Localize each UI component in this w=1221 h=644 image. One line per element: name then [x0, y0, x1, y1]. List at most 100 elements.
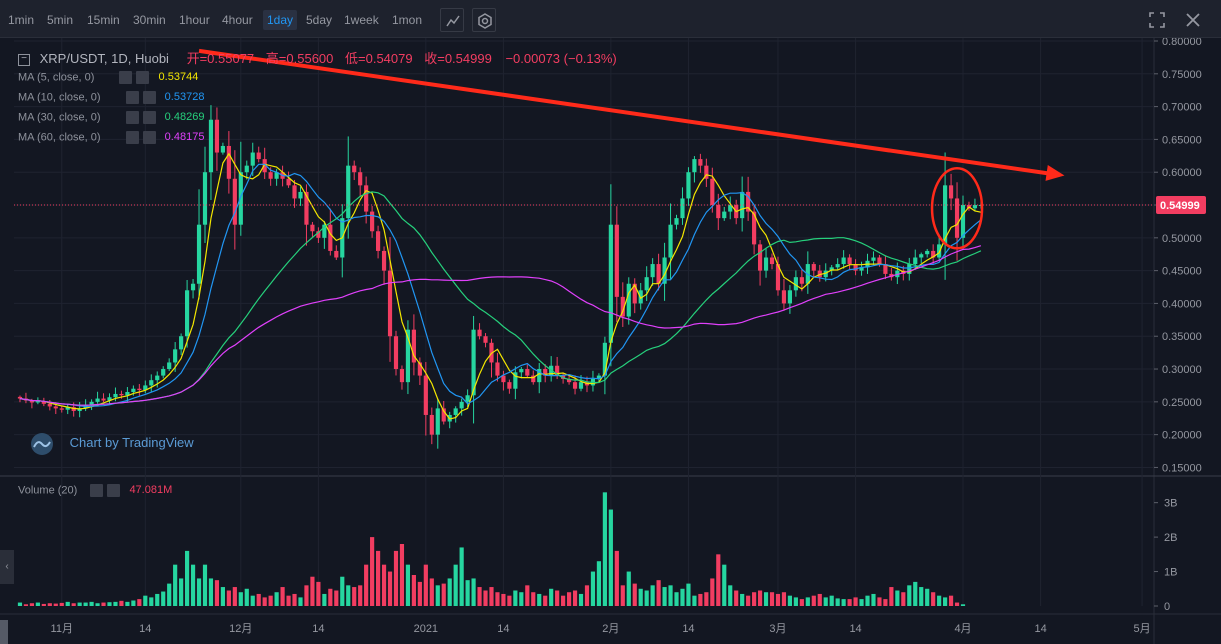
- candle-body: [752, 211, 757, 245]
- ma30-settings-icon[interactable]: [125, 111, 139, 124]
- candle-body: [387, 270, 393, 337]
- tf-1hour[interactable]: 1hour: [179, 13, 210, 27]
- candle-body: [823, 270, 828, 278]
- candle-body: [256, 152, 261, 160]
- watermark-text: Chart by TradingView: [69, 435, 194, 451]
- volume-bar: [596, 561, 602, 606]
- ma60-settings-icon[interactable]: [125, 131, 139, 144]
- tf-4hour[interactable]: 4hour: [222, 13, 253, 27]
- time-tick-label: 14: [497, 623, 509, 635]
- volume-bar: [650, 585, 655, 606]
- last-price-badge: [1156, 196, 1206, 215]
- tf-1mon[interactable]: 1mon: [392, 13, 423, 27]
- open-value: 开=0.55077: [186, 51, 255, 66]
- candle-body: [877, 257, 882, 265]
- candle-body: [811, 264, 816, 271]
- ma5-close-icon[interactable]: [136, 71, 150, 84]
- volume-bar: [644, 590, 649, 606]
- volume-bar: [662, 587, 667, 606]
- timeframe-toolbar: 1min 5min 15min 30min 1hour 4hour 1day 5…: [0, 0, 1221, 38]
- tf-5min[interactable]: 5min: [47, 13, 74, 27]
- ma5-label: MA (5, close, 0): [18, 71, 95, 84]
- trend-arrow-line: [198, 48, 1053, 176]
- candle-body: [214, 119, 220, 153]
- volume-bar: [23, 604, 29, 606]
- candle-body: [41, 401, 46, 404]
- candle-body: [95, 398, 100, 402]
- candle-body: [578, 382, 584, 389]
- tf-1day[interactable]: 1day: [263, 10, 298, 30]
- candle-body: [352, 165, 357, 173]
- candle-body: [119, 393, 124, 396]
- candle-body: [596, 375, 602, 379]
- tf-1min[interactable]: 1min: [8, 13, 35, 27]
- tf-5day[interactable]: 5day: [306, 13, 333, 27]
- ma5-settings-icon[interactable]: [119, 71, 133, 84]
- volume-bar: [787, 595, 793, 606]
- candle-body: [507, 382, 512, 389]
- candle-body: [322, 224, 327, 238]
- volume-bar: [149, 597, 154, 606]
- volume-bar: [913, 581, 918, 606]
- volume-bar: [447, 578, 452, 606]
- collapse-panel-button[interactable]: ‹: [0, 550, 14, 584]
- volume-bar: [578, 593, 584, 606]
- volume-bar: [220, 587, 225, 606]
- volume-bar: [925, 588, 930, 606]
- close-value: 收=0.54999: [424, 51, 492, 66]
- candle-body: [465, 395, 470, 402]
- volume-bar: [698, 593, 703, 606]
- candle-body: [417, 362, 422, 376]
- volume-bar: [226, 590, 231, 606]
- candle-body: [799, 277, 804, 284]
- ma30-close-icon[interactable]: [142, 111, 156, 124]
- tf-15min[interactable]: 15min: [87, 13, 120, 27]
- close-icon[interactable]: [1182, 9, 1204, 31]
- ma10-settings-icon[interactable]: [125, 91, 139, 104]
- volume-close-icon[interactable]: [107, 484, 121, 497]
- volume-bar: [853, 597, 858, 606]
- candle-body: [835, 264, 840, 268]
- candle-body: [59, 408, 64, 410]
- candle-body: [399, 369, 405, 383]
- volume-bar: [429, 578, 434, 606]
- candle-body: [948, 185, 954, 199]
- tradingview-watermark[interactable]: Chart by TradingView: [28, 432, 194, 456]
- candle-body: [620, 296, 625, 317]
- candle-body: [943, 185, 948, 245]
- volume-bar: [316, 581, 321, 606]
- fullscreen-icon[interactable]: [1146, 9, 1168, 31]
- change-value: −0.00073 (−0.13%): [505, 51, 617, 66]
- ma10-value: 0.53728: [164, 91, 205, 104]
- ma60-close-icon[interactable]: [142, 131, 156, 144]
- price-chart[interactable]: 0.800000.750000.700000.650000.600000.550…: [0, 38, 1221, 644]
- price-axis-panel: [1154, 38, 1221, 644]
- candle-body: [304, 191, 309, 225]
- collapse-icon[interactable]: −: [18, 53, 30, 66]
- time-tick-label: 5月: [1134, 623, 1151, 635]
- volume-bar: [167, 583, 172, 606]
- tf-30min[interactable]: 30min: [133, 13, 166, 27]
- trend-arrow-head: [1045, 165, 1065, 181]
- price-tick-label: 0.45000: [1162, 266, 1202, 278]
- candle-body: [722, 211, 727, 219]
- candle-body: [477, 329, 482, 337]
- volume-tick-label: 0: [1164, 601, 1170, 613]
- ma10-close-icon[interactable]: [142, 91, 156, 104]
- candle-body: [555, 365, 560, 376]
- candle-body: [937, 244, 942, 258]
- volume-bar: [889, 587, 894, 606]
- volume-bar: [417, 581, 422, 606]
- candle-body: [781, 290, 787, 304]
- time-tick-label: 12月: [229, 623, 252, 635]
- volume-bar: [781, 592, 787, 606]
- candle-body: [423, 375, 428, 415]
- tf-1week[interactable]: 1week: [344, 13, 379, 27]
- volume-bar: [250, 595, 255, 606]
- candle-body: [250, 152, 255, 166]
- volume-settings-icon[interactable]: [90, 484, 104, 497]
- volume-bar: [937, 595, 942, 606]
- volume-tick-label: 2B: [1164, 532, 1177, 544]
- settings-icon[interactable]: [472, 8, 496, 32]
- indicator-icon[interactable]: [440, 8, 464, 32]
